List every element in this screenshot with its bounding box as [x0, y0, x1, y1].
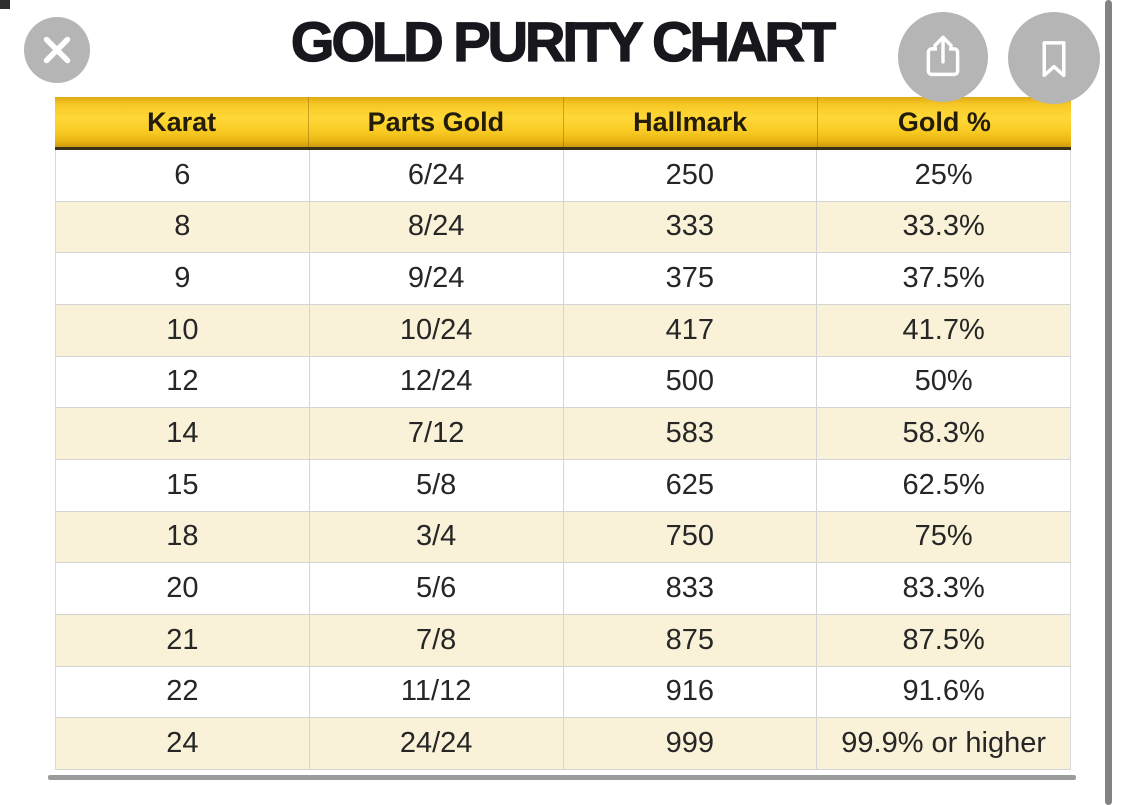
table-cell: 375 [564, 253, 818, 304]
table-cell: 833 [564, 563, 818, 614]
table-cell: 58.3% [902, 417, 985, 450]
table-cell: 9/24 [310, 253, 564, 304]
table-cell: 8/24 [310, 201, 564, 253]
share-icon [926, 35, 960, 77]
scrollbar[interactable] [1105, 0, 1112, 805]
table-cell: 14 [56, 408, 310, 459]
table-cell: 87.5% [902, 623, 985, 656]
share-button[interactable] [898, 12, 988, 102]
table-cell: 583 [564, 408, 818, 459]
table-cell: 750 [564, 511, 818, 563]
table-cell: 999 [564, 718, 818, 769]
table-row: 22 11/12 916 91.6% [56, 666, 1070, 719]
table-row: 20 5/6 833 83.3% [56, 563, 1070, 615]
table-row: 6 6/24 250 25% [56, 150, 1070, 202]
table-cell: 9 [56, 253, 310, 304]
table-cell: 15 [56, 459, 310, 511]
table-cell: 83.3% [902, 572, 985, 605]
table-cell: 333 [564, 201, 818, 253]
table-row: 8 8/24 333 33.3% [56, 201, 1070, 254]
close-icon [43, 36, 71, 64]
table-cell: 916 [564, 666, 818, 718]
table-cell: 33.3% [902, 210, 985, 243]
table-row: 21 7/8 875 87.5% [56, 614, 1070, 667]
table-cell: 24 [56, 718, 310, 769]
table-cell: 20 [56, 563, 310, 614]
table-cell: 25% [914, 158, 973, 191]
table-row: 10 10/24 417 41.7% [56, 304, 1070, 357]
table-cell: 8 [56, 201, 310, 253]
table-cell: 7/8 [310, 614, 564, 666]
page-title: GOLD PURITY CHART [290, 9, 837, 73]
table-row: 18 3/4 750 75% [56, 511, 1070, 564]
table-cell: 3/4 [310, 511, 564, 563]
table-cell: 625 [564, 459, 818, 511]
table-cell: 41.7% [902, 313, 985, 346]
table-cell: 417 [564, 304, 818, 356]
table-cell: 10 [56, 304, 310, 356]
table-cell: 5/8 [310, 459, 564, 511]
column-header-gold-pct: Gold % [897, 106, 991, 137]
table-bottom-edge [48, 775, 1076, 780]
table-cell: 99.9% or higher [841, 727, 1046, 760]
table-row: 9 9/24 375 37.5% [56, 253, 1070, 305]
table-cell: 250 [564, 150, 818, 201]
column-header-karat: Karat [55, 97, 310, 147]
table-cell: 500 [564, 356, 818, 408]
table-row: 14 7/12 583 58.3% [56, 408, 1070, 460]
table-cell: 75% [914, 520, 973, 553]
column-header-parts-gold: Parts Gold [309, 97, 564, 147]
table-header-row: Karat Parts Gold Hallmark Gold % [55, 97, 1071, 150]
table-row: 24 24/24 999 99.9% or higher [56, 718, 1070, 770]
table-cell: 6 [56, 150, 310, 201]
corner-artifact [0, 0, 10, 9]
table-row: 12 12/24 500 50% [56, 356, 1070, 409]
table-cell: 11/12 [310, 666, 564, 718]
bookmark-icon [1042, 41, 1066, 78]
close-button[interactable] [24, 17, 90, 83]
table-cell: 18 [56, 511, 310, 563]
table-cell: 91.6% [902, 675, 985, 708]
table-cell: 12/24 [310, 356, 564, 408]
table-body: 6 6/24 250 25% 8 8/24 333 33.3% 9 9/24 375 37.5% 10 1… [55, 150, 1071, 770]
table-cell: 12 [56, 356, 310, 408]
table-cell: 22 [56, 666, 310, 718]
table-cell: 21 [56, 614, 310, 666]
table-cell: 37.5% [902, 262, 985, 295]
gold-purity-table: Karat Parts Gold Hallmark Gold % 6 6/24 25… [55, 97, 1071, 770]
table-cell: 50% [914, 365, 973, 398]
table-cell: 10/24 [310, 304, 564, 356]
table-cell: 62.5% [902, 468, 985, 501]
table-cell: 24/24 [310, 718, 564, 769]
table-cell: 875 [564, 614, 818, 666]
bookmark-button[interactable] [1008, 12, 1100, 104]
table-cell: 5/6 [310, 563, 564, 614]
table-cell: 6/24 [310, 150, 564, 201]
table-cell: 7/12 [310, 408, 564, 459]
column-header-hallmark: Hallmark [564, 97, 818, 147]
table-row: 15 5/8 625 62.5% [56, 459, 1070, 512]
